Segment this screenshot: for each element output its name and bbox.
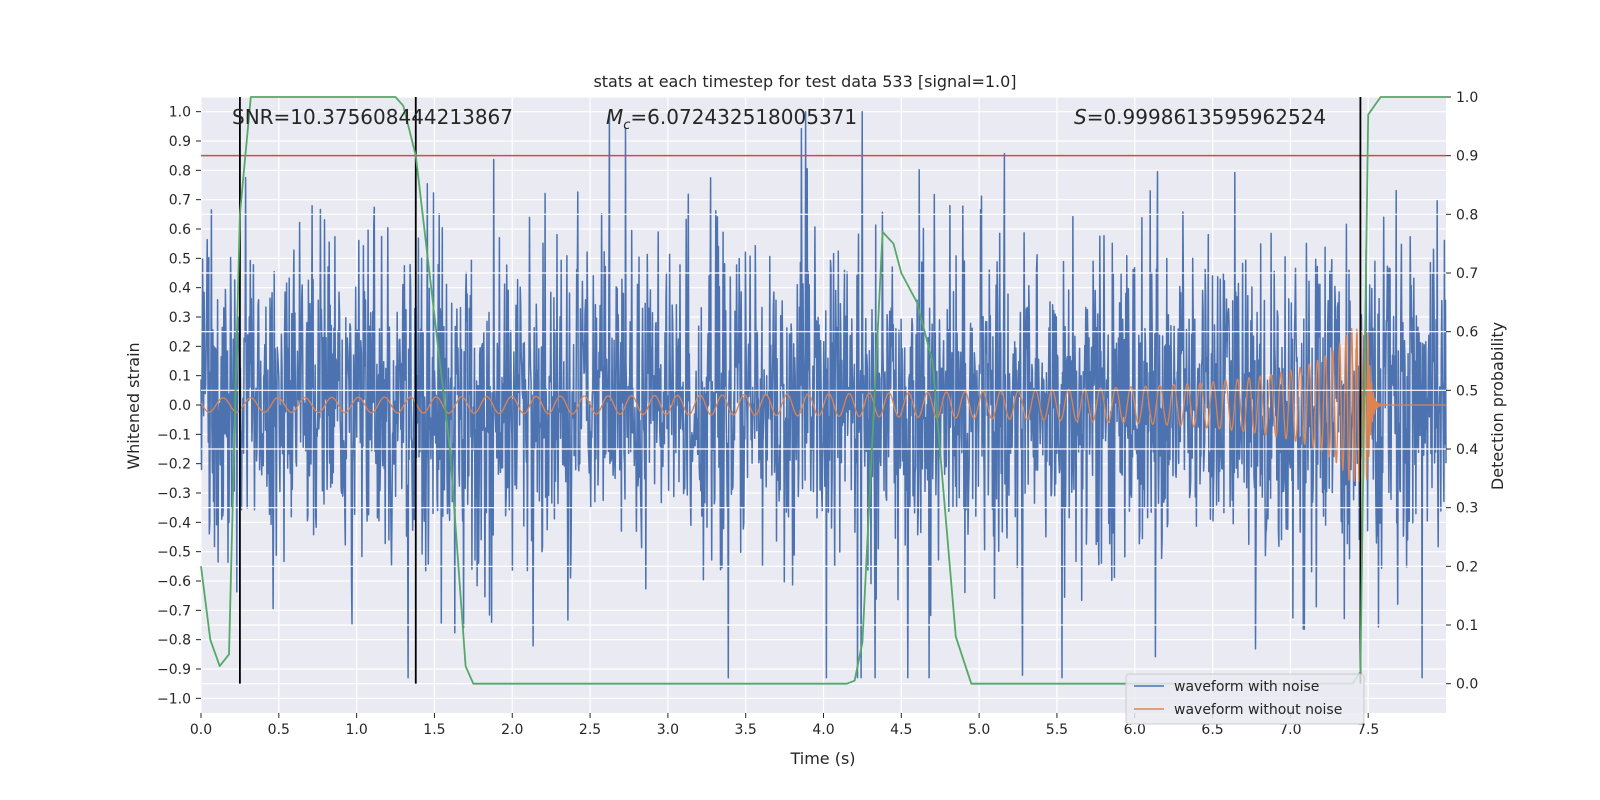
y-left-tick-label: 0.6 — [169, 222, 191, 238]
x-tick-label: 1.0 — [345, 722, 367, 738]
series-waveform-without-noise — [200, 328, 1447, 482]
x-tick-label: 3.0 — [657, 722, 679, 738]
x-tick-label: 7.5 — [1357, 722, 1379, 738]
x-tick-label: 6.0 — [1124, 722, 1146, 738]
y-left-tick-label: 0.2 — [169, 339, 191, 355]
y-left-tick-label: −1.0 — [157, 691, 191, 707]
y-left-tick-label: 0.0 — [169, 398, 191, 414]
y-left-tick-label: −0.6 — [157, 574, 191, 590]
s-annotation: S=0.9998613595962524 — [1074, 105, 1326, 129]
x-tick-label: 3.5 — [735, 722, 757, 738]
y-right-tick-label: 1.0 — [1456, 90, 1478, 106]
x-tick-label: 4.5 — [890, 722, 912, 738]
x-axis-label: Time (s) — [789, 749, 855, 768]
x-tick-label: 5.0 — [968, 722, 990, 738]
y-right-tick-label: 0.5 — [1456, 383, 1478, 399]
x-tick-label: 5.5 — [1046, 722, 1068, 738]
x-tick-label: 2.0 — [501, 722, 523, 738]
y-left-tick-label: −0.7 — [157, 603, 191, 619]
y-left-tick-label: 0.9 — [169, 134, 191, 150]
legend-label-clean: waveform without noise — [1174, 702, 1342, 718]
x-tick-label: 7.0 — [1279, 722, 1301, 738]
y-right-tick-label: 0.9 — [1456, 149, 1478, 165]
clean-waveform-line — [200, 328, 1447, 482]
y-right-tick-label: 0.6 — [1456, 325, 1478, 341]
y-left-tick-label: −0.8 — [157, 633, 191, 649]
axes: 0.0 0.5 1.0 1.5 2.0 2.5 3.0 3.5 4.0 4.5 5.0 5.5 6.0 6… — [157, 90, 1478, 738]
chirp-mass-annotation: Mc=6.072432518005371 — [606, 105, 857, 133]
snr-annotation: SNR=10.375608444213867 — [232, 105, 513, 129]
y-right-tick-label: 0.2 — [1456, 559, 1478, 575]
x-tick-label: 6.5 — [1201, 722, 1223, 738]
y-left-tick-label: 0.8 — [169, 163, 191, 179]
y-left-tick-label: 0.7 — [169, 193, 191, 209]
x-tick-label: 0.5 — [268, 722, 290, 738]
s-value: =0.9998613595962524 — [1087, 105, 1326, 129]
y-left-tick-label: 0.1 — [169, 369, 191, 385]
y-right-tick-label: 0.4 — [1456, 442, 1478, 458]
y-left-tick-label: −0.4 — [157, 515, 191, 531]
y-left-tick-label: 1.0 — [169, 105, 191, 121]
y-right-tick-label: 0.3 — [1456, 501, 1478, 517]
s-symbol: S — [1074, 105, 1087, 129]
y-right-tick-label: 0.7 — [1456, 266, 1478, 282]
chirp-mass-symbol: M — [606, 105, 623, 129]
legend-label-noise: waveform with noise — [1174, 679, 1319, 695]
x-tick-label: 0.0 — [190, 722, 212, 738]
chart-title: stats at each timestep for test data 533… — [593, 72, 1016, 91]
legend-box — [1125, 673, 1365, 725]
y-left-tick-label: 0.4 — [169, 281, 191, 297]
y-left-tick-label: −0.3 — [157, 486, 191, 502]
chirp-mass-value: =6.072432518005371 — [630, 105, 857, 129]
y-left-tick-label: −0.2 — [157, 457, 191, 473]
y-axis-right-label: Detection probability — [1488, 322, 1507, 490]
y-axis-left-label: Whitened strain — [124, 342, 143, 469]
y-right-tick-label: 0.1 — [1456, 618, 1478, 634]
y-right-tick-label: 0.8 — [1456, 207, 1478, 223]
chirp-mass-subscript: c — [623, 118, 630, 133]
x-tick-label: 2.5 — [579, 722, 601, 738]
y-left-tick-label: −0.5 — [157, 545, 191, 561]
legend: waveform with noise waveform without noi… — [1125, 673, 1365, 725]
x-tick-label: 1.5 — [423, 722, 445, 738]
y-left-tick-label: 0.5 — [169, 251, 191, 267]
x-tick-label: 4.0 — [812, 722, 834, 738]
y-left-tick-label: −0.9 — [157, 662, 191, 678]
y-left-tick-label: −0.1 — [157, 427, 191, 443]
y-left-tick-label: 0.3 — [169, 310, 191, 326]
y-right-tick-label: 0.0 — [1456, 677, 1478, 693]
